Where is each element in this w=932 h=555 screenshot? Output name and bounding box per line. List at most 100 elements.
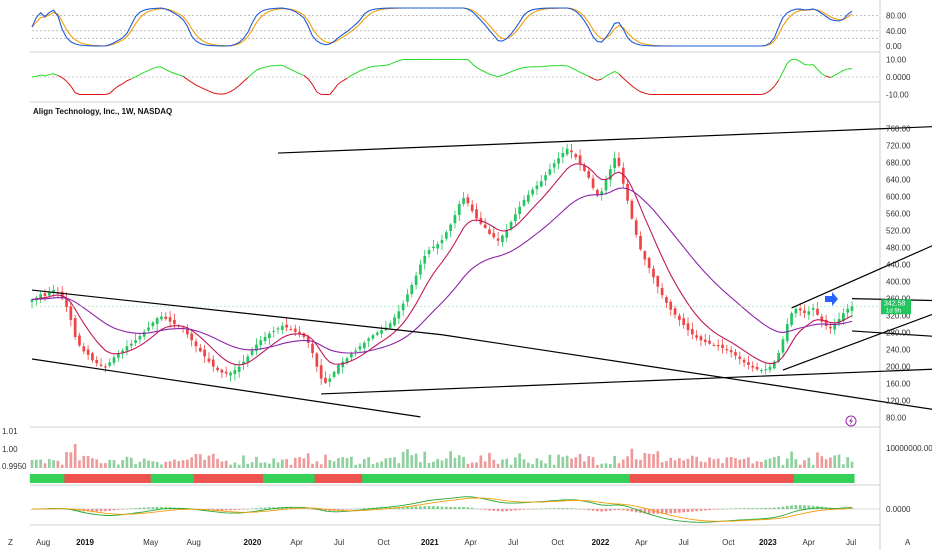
- trend-strip-cell: [133, 474, 138, 483]
- candle-body: [764, 369, 767, 370]
- price-tick-label: 560.00: [886, 209, 911, 218]
- macd-hist-bar: [674, 509, 677, 513]
- candle-body: [78, 335, 81, 345]
- trend-strip-cell: [802, 474, 807, 483]
- macd-hist-bar: [570, 508, 573, 509]
- volume-bar: [484, 461, 487, 468]
- candle-body: [152, 322, 155, 326]
- trend-strip-cell: [565, 474, 570, 483]
- macd-hist-bar: [782, 507, 785, 509]
- candle-body: [566, 149, 569, 155]
- trend-strip-cell: [388, 474, 393, 483]
- trend-strip-cell: [73, 474, 78, 483]
- volume-bar: [747, 457, 750, 468]
- volume-bar: [35, 460, 38, 468]
- trend-strip-cell: [811, 474, 816, 483]
- volume-bar: [523, 459, 526, 468]
- candle-body: [363, 343, 366, 348]
- macd-hist-bar: [708, 509, 711, 510]
- volume-bar: [445, 458, 448, 468]
- volume-bar: [682, 460, 685, 468]
- trend-strip-cell: [310, 474, 315, 483]
- trend-strip-cell: [90, 474, 95, 483]
- lightning-icon[interactable]: [846, 416, 856, 426]
- x-tick-label: Aug: [187, 538, 201, 547]
- volume-bar: [691, 456, 694, 468]
- price-tick-label: 480.00: [886, 244, 911, 253]
- candle-body: [410, 285, 413, 294]
- macd-hist-bar: [562, 508, 565, 509]
- trend-strip-cell: [371, 474, 376, 483]
- macd-hist-bar: [484, 509, 487, 510]
- volume-bar: [730, 457, 733, 468]
- volume-bar: [851, 462, 854, 468]
- macd-hist-bar: [445, 507, 448, 509]
- macd-hist-bar: [613, 509, 616, 510]
- trend-strip-cell: [315, 474, 320, 483]
- macd-hist-bar: [307, 509, 310, 510]
- trend-strip-cell: [578, 474, 583, 483]
- trend-strip-cell: [220, 474, 225, 483]
- volume-bar: [454, 458, 457, 468]
- candle-body: [225, 372, 228, 374]
- trend-strip-cell: [146, 474, 151, 483]
- macd-hist-bar: [143, 508, 146, 509]
- volume-bar: [764, 460, 767, 468]
- trend-strip-cell: [828, 474, 833, 483]
- trend-strip-cell: [64, 474, 69, 483]
- candle-body: [691, 329, 694, 334]
- trend-strip-cell: [289, 474, 294, 483]
- trend-strip-cell: [686, 474, 691, 483]
- candle-body: [372, 335, 375, 338]
- macd-hist-bar: [764, 508, 767, 509]
- volume-bar: [816, 452, 819, 468]
- candle-body: [264, 337, 267, 341]
- macd-hist-bar: [790, 505, 793, 509]
- trend-strip-cell: [30, 474, 35, 483]
- candle-body: [536, 185, 539, 189]
- candle-body: [130, 344, 133, 346]
- volume-bar: [808, 458, 811, 468]
- trend-strip-cell: [354, 474, 359, 483]
- price-tick-label: 80.00: [886, 414, 907, 423]
- trend-strip-cell: [612, 474, 617, 483]
- volume-bar: [199, 454, 202, 468]
- x-tick-label: Oct: [551, 538, 564, 547]
- trend-strip-cell: [366, 474, 371, 483]
- macd-hist-bar: [669, 509, 672, 513]
- candle-body: [406, 294, 409, 301]
- candle-body: [540, 181, 543, 186]
- macd-hist-bar: [518, 509, 521, 510]
- candle-body: [212, 360, 215, 367]
- volume-bar: [713, 459, 716, 468]
- volume-bar: [795, 459, 798, 468]
- candle-body: [147, 328, 150, 331]
- volume-bar: [156, 462, 159, 468]
- candle-body: [428, 250, 431, 254]
- trend-strip-cell: [267, 474, 272, 483]
- macd-hist-bar: [574, 509, 577, 510]
- macd-hist-bar: [777, 507, 780, 509]
- volume-bar: [130, 458, 133, 468]
- volume-bar: [751, 463, 754, 468]
- candle-body: [816, 309, 819, 315]
- macd-hist-bar: [549, 508, 552, 509]
- corner-right-label[interactable]: A: [905, 538, 911, 547]
- trend-strip-cell: [328, 474, 333, 483]
- volume-bar: [234, 463, 237, 468]
- trend-strip-cell: [108, 474, 113, 483]
- macd-hist-bar: [691, 509, 694, 512]
- macd-hist-bar: [760, 508, 763, 509]
- volume-bar: [169, 461, 172, 468]
- volume-bar: [104, 463, 107, 468]
- trend-strip-cell: [401, 474, 406, 483]
- volume-bar: [277, 462, 280, 468]
- macd-hist-bar: [419, 506, 422, 509]
- corner-left-label[interactable]: Z: [8, 538, 13, 547]
- candle-body: [700, 336, 703, 340]
- volume-bar: [272, 458, 275, 468]
- macd-hist-bar: [449, 507, 452, 509]
- macd-hist-bar: [687, 509, 690, 512]
- candle-body: [367, 339, 370, 341]
